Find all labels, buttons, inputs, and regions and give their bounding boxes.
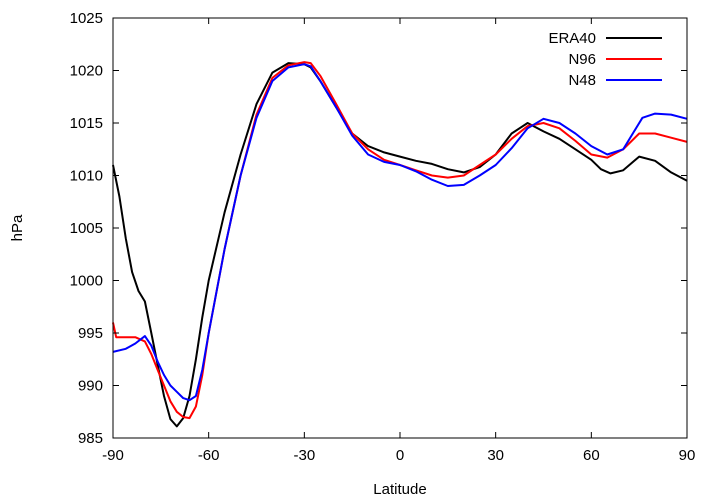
y-tick-label: 1025 — [70, 10, 103, 27]
x-tick-label: 30 — [487, 447, 504, 464]
y-axis-title: hPa — [9, 214, 26, 241]
plot-frame — [112, 17, 688, 439]
y-tick-label: 1020 — [70, 63, 103, 80]
y-tick-label: 1005 — [70, 220, 103, 237]
y-tick-label: 1010 — [70, 168, 103, 185]
ticks-layer: -90 -60 -30 0 30 60 90 985 990 995 1000 1005 1010 101… — [70, 10, 696, 464]
legend-label-n48: N48 — [568, 72, 596, 89]
series-line-n96 — [112, 61, 688, 420]
x-tick-label: -60 — [198, 447, 220, 464]
series-layer — [112, 61, 688, 428]
x-axis-title: Latitude — [373, 481, 426, 498]
series-line-n48 — [112, 63, 688, 402]
series-line-era40 — [112, 62, 688, 428]
x-tick-label: -90 — [102, 447, 124, 464]
y-tick-label: 985 — [78, 430, 103, 447]
legend-label-n96: N96 — [568, 51, 596, 68]
x-tick-label: 90 — [679, 447, 696, 464]
x-tick-label: 60 — [583, 447, 600, 464]
x-tick-label: 0 — [396, 447, 404, 464]
x-tick-label: -30 — [293, 447, 315, 464]
y-tick-label: 995 — [78, 325, 103, 342]
y-tick-label: 990 — [78, 378, 103, 395]
legend: ERA40 N96 N48 — [548, 30, 662, 89]
y-tick-label: 1000 — [70, 273, 103, 290]
legend-label-era40: ERA40 — [548, 30, 596, 47]
y-tick-label: 1015 — [70, 115, 103, 132]
